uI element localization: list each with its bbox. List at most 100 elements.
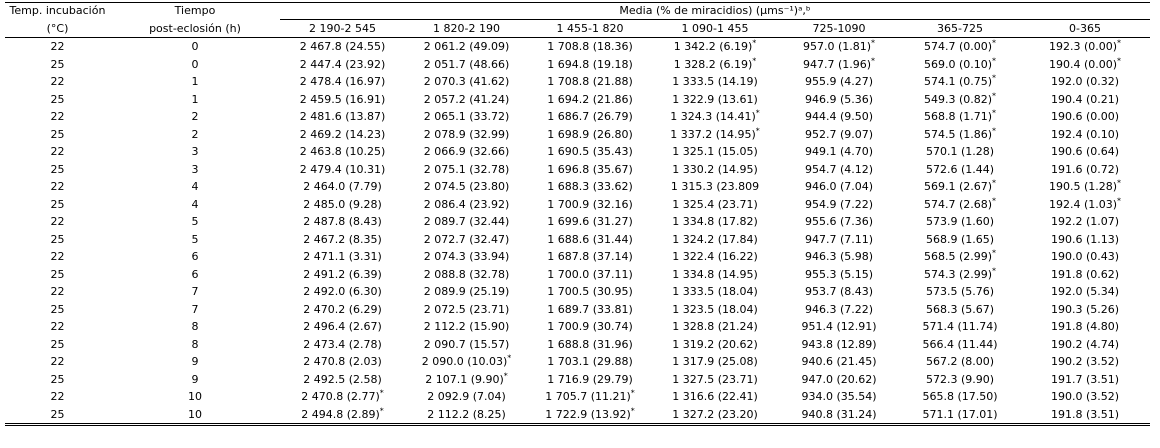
table-cell: 1 699.6 (31.27) xyxy=(547,215,633,228)
table-cell: 1 700.5 (30.95) xyxy=(547,285,633,298)
data-table: Temp. incubación Tiempo Media (% de mira… xyxy=(5,2,1151,426)
table-row: 25 2 2 469.2 (14.23) 2 078.9 (32.99) 1 698.9… xyxy=(5,126,1150,144)
header-cell: post-eclosión (h) xyxy=(110,19,280,38)
table-cell: 2 074.5 (23.80) xyxy=(423,180,510,193)
table-cell: 22 xyxy=(50,285,65,298)
table-cell: 25 xyxy=(50,302,65,316)
table-cell: 0 xyxy=(191,40,199,53)
table-cell: 9 xyxy=(191,372,199,386)
table-cell: 2 074.3 (33.94) xyxy=(423,250,510,263)
table-cell: 947.7 (1.96)* xyxy=(802,55,876,71)
column-header: 725-1090 xyxy=(778,19,900,38)
table-cell: 1 316.6 (22.41) xyxy=(672,390,758,403)
table-cell: 1 716.9 (29.79) xyxy=(547,372,633,386)
table-cell: 1 686.7 (26.79) xyxy=(547,110,633,123)
table-cell: 570.1 (1.28) xyxy=(925,145,995,158)
table-cell: 2 473.4 (2.78) xyxy=(303,337,382,351)
table-cell: 5 xyxy=(191,215,199,228)
table-cell: 2 066.9 (32.66) xyxy=(423,145,510,158)
table-cell: 574.1 (0.75)* xyxy=(923,73,997,88)
table-cell: 2 492.0 (6.30) xyxy=(303,285,382,298)
table-row: 22 5 2 487.8 (8.43) 2 089.7 (32.44) 1 699.6 … xyxy=(5,213,1150,231)
table-cell: 944.4 (9.50) xyxy=(804,110,874,123)
table-cell: 22 xyxy=(50,40,65,53)
table-cell: 25 xyxy=(50,337,65,351)
table-row: 25 1 2 459.5 (16.91) 2 057.2 (41.24) 1 694.2… xyxy=(5,91,1150,109)
table-cell: 1 315.3 (23.809 xyxy=(670,180,760,193)
table-cell: 6 xyxy=(191,250,199,263)
table-cell: 2 089.9 (25.19) xyxy=(423,285,510,298)
table-cell: 934.0 (35.54) xyxy=(801,390,877,403)
table-cell: 190.0 (3.52) xyxy=(1050,390,1120,403)
table-cell: 1 324.2 (17.84) xyxy=(672,232,758,246)
table-cell: 2 078.9 (32.99) xyxy=(423,127,510,141)
table-cell: 1 334.8 (17.82) xyxy=(672,215,758,228)
table-cell: 191.8 (3.51) xyxy=(1020,405,1151,426)
table-cell: 22 xyxy=(50,250,65,263)
table-cell: 191.6 (0.72) xyxy=(1050,162,1120,176)
table-cell: 1 694.8 (19.18) xyxy=(547,57,633,71)
table-cell: 1 687.8 (37.14) xyxy=(547,250,633,263)
table-cell: 190.6 (0.00) xyxy=(1050,110,1120,123)
table-cell: 2 065.1 (33.72) xyxy=(423,110,510,123)
table-cell: 22 xyxy=(50,180,65,193)
table-cell: 4 xyxy=(191,197,199,211)
table-cell: 1 330.2 (14.95) xyxy=(672,162,758,176)
table-cell: 947.7 (7.11) xyxy=(804,232,874,246)
table-cell: 946.9 (5.36) xyxy=(804,92,874,106)
table-cell: 2 478.4 (16.97) xyxy=(299,75,386,88)
group-header: Media (% de miracidios) (μms⁻¹)ᵃ,ᵇ xyxy=(280,2,1151,20)
table-cell: 946.3 (7.22) xyxy=(804,302,874,316)
table-cell: 190.6 (0.64) xyxy=(1050,145,1120,158)
table-cell: 572.6 (1.44) xyxy=(925,162,995,176)
table-cell: 568.8 (1.71)* xyxy=(923,108,997,123)
table-cell: 2 471.1 (3.31) xyxy=(303,250,382,263)
table-cell: 192.2 (1.07) xyxy=(1050,215,1120,228)
table-body: 22 0 2 467.8 (24.55) 2 061.2 (49.09) 1 708.8… xyxy=(5,38,1151,426)
table-cell: 1 337.2 (14.95)* xyxy=(670,125,760,141)
table-cell: 568.5 (2.99)* xyxy=(923,248,997,263)
column-header: 1 820-2 190 xyxy=(405,19,528,38)
table-cell: 10 xyxy=(188,390,202,403)
table-cell: 1 689.7 (33.81) xyxy=(547,302,633,316)
table-cell: 2 467.8 (24.55) xyxy=(299,40,386,53)
table-cell: 569.0 (0.10)* xyxy=(923,55,997,71)
table-cell: 1 327.5 (23.71) xyxy=(672,372,758,386)
table-cell: 4 xyxy=(191,180,199,193)
table-cell: 1 xyxy=(191,75,199,88)
table-cell: 192.3 (0.00)* xyxy=(1048,38,1122,53)
table-cell: 940.6 (21.45) xyxy=(801,355,877,368)
table-row: 22 9 2 470.8 (2.03) 2 090.0 (10.03)* 1 703.1… xyxy=(5,353,1150,371)
table-cell: 22 xyxy=(50,145,65,158)
table-cell: 1 696.8 (35.67) xyxy=(547,162,633,176)
table-cell: 2 089.7 (32.44) xyxy=(423,215,510,228)
table-cell: 25 xyxy=(50,267,65,281)
table-cell: 2 487.8 (8.43) xyxy=(303,215,382,228)
table-cell: 940.8 (31.24) xyxy=(778,405,900,426)
table-cell: 952.7 (9.07) xyxy=(804,127,874,141)
table-cell: 1 333.5 (18.04) xyxy=(672,285,758,298)
table-cell: 2 061.2 (49.09) xyxy=(423,40,510,53)
table-cell: 25 xyxy=(5,405,110,426)
table-row: 22 6 2 471.1 (3.31) 2 074.3 (33.94) 1 687.8 … xyxy=(5,248,1150,266)
table-cell: 953.7 (8.43) xyxy=(804,285,874,298)
table-cell: 1 325.1 (15.05) xyxy=(672,145,758,158)
column-header: 1 090-1 455 xyxy=(652,19,778,38)
table-cell: 2 492.5 (2.58) xyxy=(303,372,382,386)
table-cell: 25 xyxy=(50,372,65,386)
table-cell: 2 447.4 (23.92) xyxy=(299,57,386,71)
table-cell: 567.2 (8.00) xyxy=(925,355,995,368)
table-cell: 549.3 (0.82)* xyxy=(923,90,997,106)
table-row: 25 6 2 491.2 (6.39) 2 088.8 (32.78) 1 700.0 … xyxy=(5,266,1150,284)
table-cell: 2 057.2 (41.24) xyxy=(423,92,510,106)
table-cell: 2 090.0 (10.03)* xyxy=(421,353,512,368)
table-header: Temp. incubación Tiempo Media (% de mira… xyxy=(5,2,1151,38)
table-cell: 946.0 (7.04) xyxy=(804,180,874,193)
table-cell: 1 327.2 (23.20) xyxy=(652,405,778,426)
table-row: 25 10 2 494.8 (2.89)* 2 112.2 (8.25) 1 722.9… xyxy=(5,405,1151,426)
table-cell: 2 072.5 (23.71) xyxy=(423,302,510,316)
table-cell: 1 705.7 (11.21)* xyxy=(545,388,635,403)
table-cell: 1 700.9 (32.16) xyxy=(547,197,633,211)
table-cell: 2 070.3 (41.62) xyxy=(423,75,510,88)
table-cell: 1 708.8 (18.36) xyxy=(547,40,633,53)
